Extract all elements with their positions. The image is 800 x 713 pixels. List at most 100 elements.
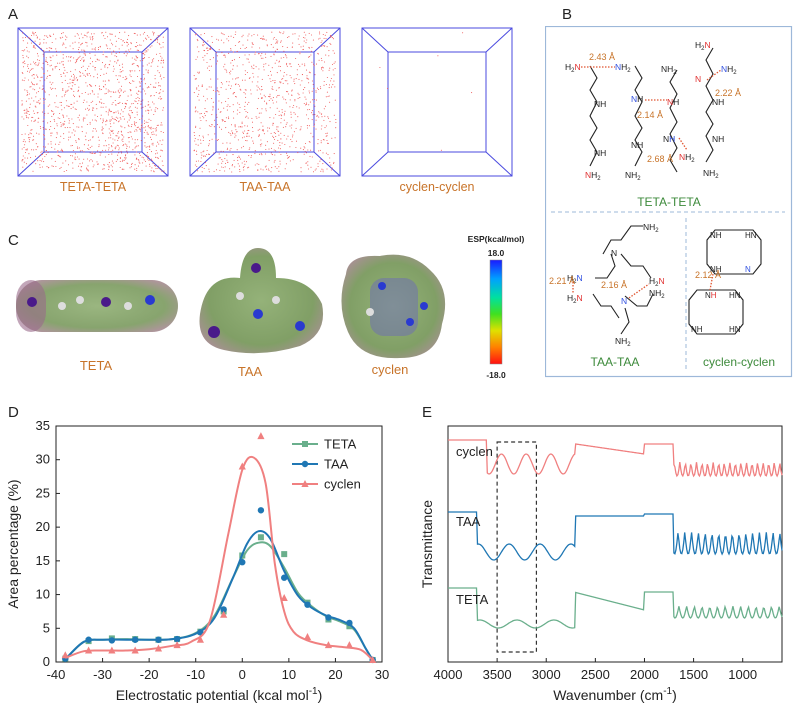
- y-tick-label: 25: [36, 485, 50, 500]
- particle: [290, 111, 292, 113]
- particle: [79, 163, 81, 165]
- particle: [71, 118, 73, 120]
- particle: [221, 52, 223, 54]
- particle: [41, 150, 43, 152]
- particle: [27, 117, 29, 119]
- particle: [310, 132, 312, 134]
- particle: [246, 71, 248, 74]
- particle: [111, 51, 113, 53]
- particle: [223, 54, 225, 56]
- particle: [278, 170, 280, 172]
- particle: [88, 65, 90, 67]
- particle: [149, 127, 151, 129]
- particle: [118, 92, 121, 94]
- particle: [163, 76, 165, 79]
- particle: [52, 33, 55, 35]
- particle: [203, 112, 206, 114]
- particle: [132, 149, 134, 151]
- particle: [33, 84, 35, 86]
- taa-structure: [592, 225, 654, 335]
- particle: [59, 168, 61, 170]
- y-axis-label: Area percentage (%): [5, 479, 21, 608]
- particle: [77, 117, 79, 119]
- particle: [300, 171, 302, 173]
- particle: [234, 44, 236, 47]
- particle: [247, 129, 249, 132]
- svg-text:N: N: [621, 296, 627, 306]
- particle: [288, 93, 290, 95]
- particle: [334, 61, 336, 63]
- particle: [39, 125, 41, 128]
- particle: [471, 92, 473, 94]
- particle: [300, 128, 302, 130]
- particle: [325, 37, 327, 40]
- particle: [290, 138, 292, 141]
- particle: [333, 153, 335, 155]
- particle: [234, 33, 236, 36]
- particle: [85, 34, 87, 37]
- particle: [35, 96, 37, 98]
- particle: [28, 71, 31, 73]
- particle: [125, 76, 127, 78]
- y-tick-label: 15: [36, 553, 50, 568]
- particle: [32, 139, 34, 141]
- particle: [67, 82, 69, 85]
- particle: [218, 49, 220, 51]
- particle: [72, 79, 74, 81]
- particle: [319, 86, 321, 88]
- particle: [327, 116, 329, 118]
- particle: [321, 125, 323, 127]
- particle: [84, 54, 86, 56]
- particle: [311, 90, 313, 92]
- particle: [205, 165, 207, 167]
- particle: [209, 59, 211, 61]
- particle: [286, 138, 288, 140]
- particle: [274, 50, 276, 52]
- particle: [290, 77, 292, 79]
- particle: [277, 126, 279, 128]
- particle: [298, 78, 300, 80]
- particle: [110, 137, 112, 139]
- particle: [310, 54, 312, 56]
- particle: [136, 64, 138, 67]
- particle: [139, 70, 141, 72]
- particle: [41, 88, 43, 90]
- particle: [308, 104, 310, 106]
- particle: [143, 122, 146, 124]
- particle: [100, 68, 102, 70]
- particle: [231, 163, 234, 166]
- particle: [250, 155, 252, 157]
- particle: [62, 36, 64, 38]
- particle: [280, 153, 282, 156]
- particle: [276, 101, 278, 103]
- particle: [137, 158, 139, 161]
- particle: [129, 74, 131, 76]
- particle: [237, 83, 239, 86]
- particle: [313, 98, 316, 100]
- particle: [265, 108, 267, 110]
- particle: [206, 67, 209, 69]
- particle: [269, 93, 271, 95]
- legend-marker: [301, 460, 309, 468]
- particle: [117, 117, 119, 119]
- particle: [120, 89, 123, 91]
- particle: [251, 67, 253, 69]
- x-tick-label: -40: [47, 667, 66, 682]
- particle: [56, 151, 58, 153]
- particle: [323, 108, 325, 110]
- particle: [115, 45, 117, 47]
- particle: [261, 143, 263, 145]
- particle: [33, 77, 35, 79]
- particle: [150, 65, 152, 67]
- particle: [256, 85, 258, 87]
- particle: [68, 118, 70, 120]
- particle: [286, 46, 288, 48]
- particle: [263, 63, 265, 65]
- highlight-box: [496, 441, 538, 653]
- particle: [130, 89, 132, 91]
- particle: [150, 95, 152, 97]
- particle: [315, 128, 317, 130]
- particle: [117, 60, 119, 62]
- particle: [56, 65, 58, 67]
- particle: [44, 98, 46, 100]
